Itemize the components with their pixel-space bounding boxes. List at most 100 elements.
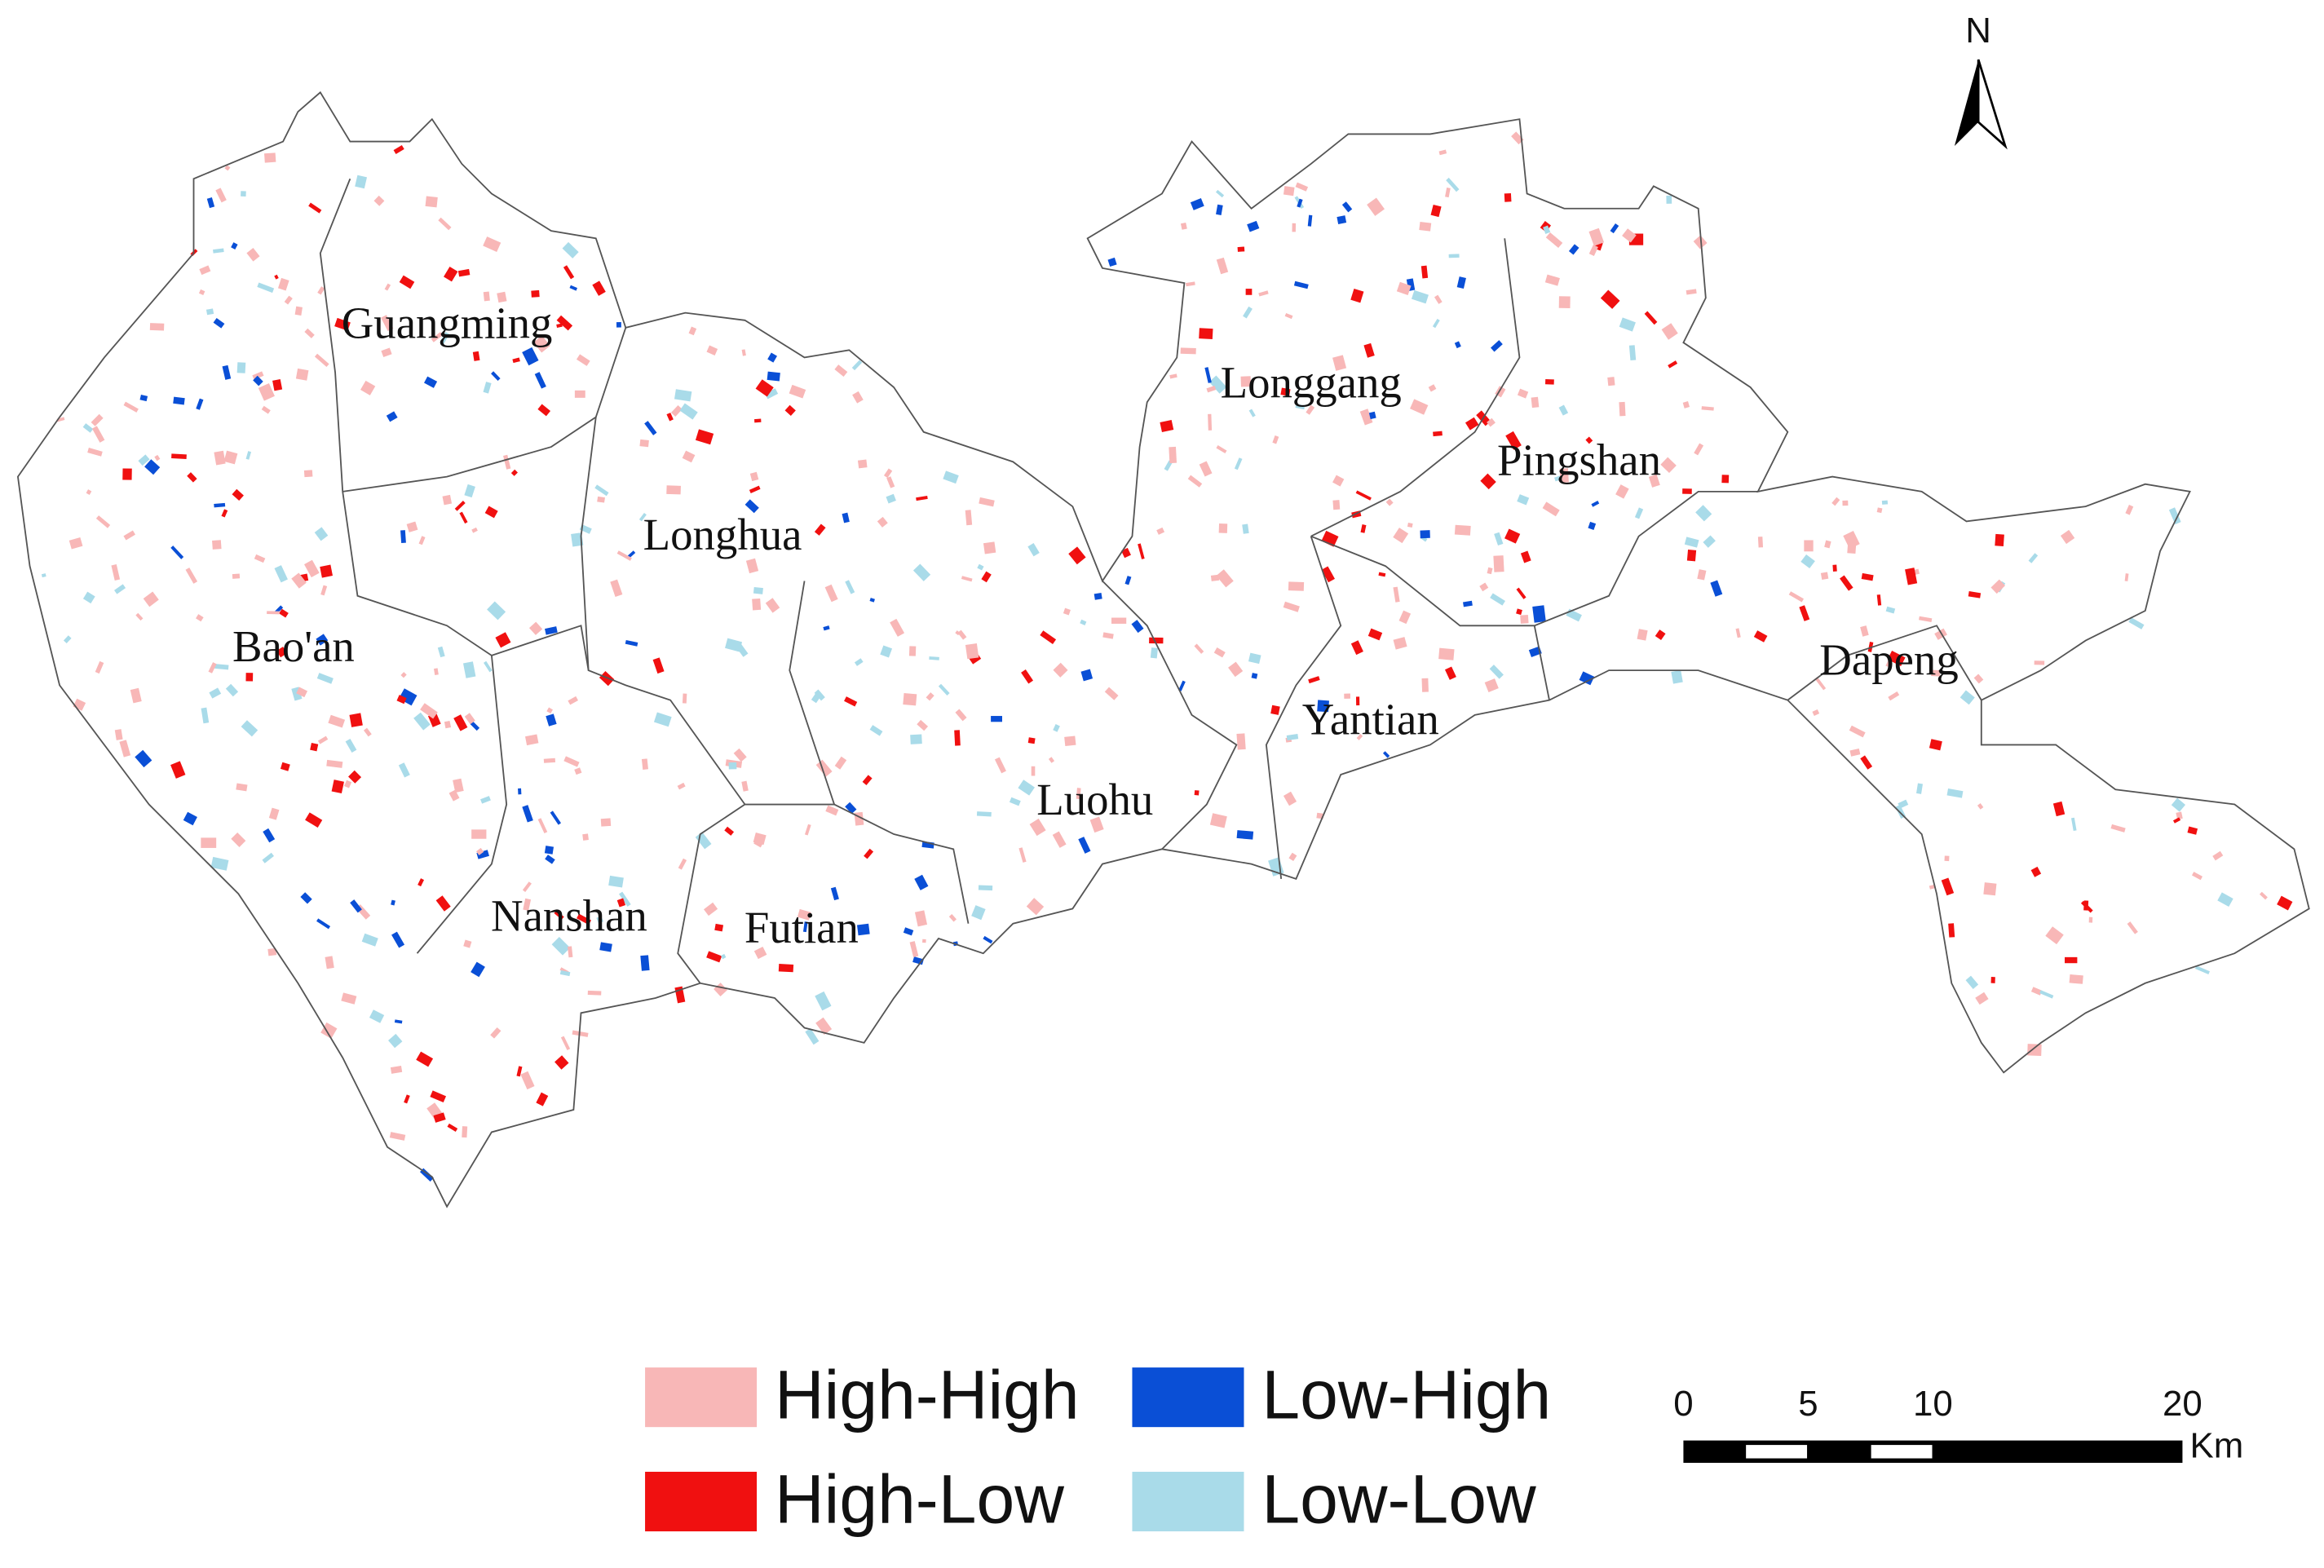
cluster-patch (471, 829, 487, 839)
cluster-patch (1558, 296, 1571, 309)
cluster-patch (231, 832, 246, 847)
cluster-patch (1660, 457, 1677, 474)
cluster-patch (1076, 788, 1081, 800)
cluster-patch (345, 739, 357, 753)
cluster-patch (1757, 537, 1764, 548)
cluster-patch (2060, 529, 2075, 545)
cluster-patch (1644, 311, 1658, 325)
cluster-patch (653, 712, 672, 727)
cluster-patch (1544, 378, 1554, 385)
cluster-patch (1559, 468, 1569, 483)
cluster-patch (765, 598, 780, 613)
cluster-patch (257, 282, 275, 294)
cluster-patch (714, 983, 728, 997)
cluster-patch (272, 379, 283, 391)
cluster-patch (1107, 257, 1117, 267)
cluster-patch (824, 584, 838, 603)
cluster-patch (1484, 678, 1499, 693)
cluster-patch (1341, 201, 1353, 213)
cluster-patch (886, 476, 895, 488)
cluster-patch (594, 484, 609, 497)
cluster-patch (416, 1051, 434, 1067)
cluster-patch (978, 885, 993, 891)
cluster-patch (543, 757, 556, 763)
cluster-patch (559, 970, 571, 977)
cluster-patch (682, 693, 687, 704)
cluster-patch (221, 509, 228, 518)
cluster-patch (1585, 436, 1593, 444)
cluster-patch (1887, 650, 1906, 667)
cluster-patch (1080, 669, 1094, 682)
cluster-patch (462, 1126, 468, 1138)
cluster-patch (842, 512, 850, 523)
cluster-patch (487, 601, 506, 621)
cluster-patch (1216, 445, 1227, 454)
cluster-patch (1236, 733, 1246, 750)
cluster-patch (1568, 244, 1580, 255)
cluster-patch (1102, 632, 1114, 639)
cluster-patch (384, 283, 391, 291)
cluster-patch (1052, 831, 1067, 848)
cluster-patch (1694, 443, 1704, 456)
cluster-patch (381, 347, 392, 358)
cluster-patch (2127, 921, 2138, 934)
cluster-patch (381, 315, 394, 332)
north-label: N (1965, 11, 1991, 51)
arrow-right (1977, 59, 2008, 150)
cluster-patch (938, 683, 950, 696)
cluster-patch (627, 550, 636, 559)
legend-swatch (645, 1367, 758, 1428)
cluster-patch (574, 390, 585, 398)
cluster-patch (2027, 1044, 2042, 1056)
cluster-patch (845, 802, 857, 815)
cluster-patch (284, 295, 293, 305)
cluster-patch (328, 714, 346, 728)
cluster-patch (1393, 528, 1409, 544)
cluster-patch (525, 734, 539, 746)
cluster-patch (903, 927, 914, 936)
cluster-patch (1420, 530, 1430, 539)
cluster-patch (123, 401, 139, 413)
cluster-patch (331, 780, 344, 794)
cluster-patch (991, 716, 1002, 722)
cluster-patch (1206, 385, 1217, 393)
cluster-patch (733, 748, 747, 762)
district-label: Bao'an (232, 621, 355, 671)
cluster-patch (326, 759, 343, 768)
legend-label: High-High (775, 1356, 1080, 1433)
cluster-patch (471, 961, 485, 978)
cluster-patch (484, 660, 493, 673)
cluster-patch (679, 403, 698, 420)
cluster-patch (574, 767, 582, 775)
cluster-patch (916, 495, 928, 501)
cluster-patch (241, 720, 258, 737)
cluster-patch (1686, 289, 1697, 295)
cluster-patch (1208, 375, 1227, 394)
cluster-patch (522, 881, 532, 892)
cluster-patch (215, 188, 227, 203)
cluster-patch (438, 217, 452, 231)
cluster-patch (349, 713, 363, 727)
cluster-patch (1504, 528, 1521, 544)
cluster-patch (135, 749, 152, 768)
cluster-patch (1430, 204, 1442, 218)
cluster-patch (303, 470, 313, 478)
cluster-patch (463, 939, 472, 948)
cluster-patch (442, 494, 453, 506)
cluster-patch (851, 360, 863, 371)
cluster-patch (2030, 866, 2042, 877)
cluster-patch (834, 756, 847, 770)
district-label: Guangming (342, 298, 553, 347)
cluster-patch (424, 376, 438, 388)
cluster-patch (304, 328, 315, 338)
cluster-patch (1735, 628, 1741, 638)
cluster-patch (1634, 507, 1644, 519)
cluster-patch (1215, 189, 1225, 198)
legend-swatch (645, 1471, 758, 1532)
cluster-patch (546, 713, 557, 727)
cluster-patch (453, 714, 468, 731)
cluster-patch (1505, 431, 1522, 450)
cluster-patch (534, 372, 546, 389)
cluster-patch (224, 165, 231, 171)
cluster-patch (910, 734, 922, 744)
